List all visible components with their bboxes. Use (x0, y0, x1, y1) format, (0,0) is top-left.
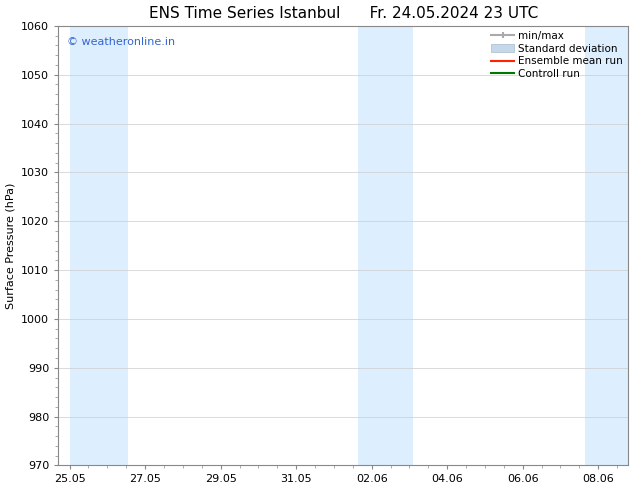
Y-axis label: Surface Pressure (hPa): Surface Pressure (hPa) (6, 182, 16, 309)
Bar (358, 26, 413, 466)
Title: ENS Time Series Istanbul      Fr. 24.05.2024 23 UTC: ENS Time Series Istanbul Fr. 24.05.2024 … (149, 5, 538, 21)
Bar (70, 26, 128, 466)
Legend: min/max, Standard deviation, Ensemble mean run, Controll run: min/max, Standard deviation, Ensemble me… (489, 29, 625, 81)
Bar (585, 26, 628, 466)
Text: © weatheronline.in: © weatheronline.in (67, 37, 175, 47)
